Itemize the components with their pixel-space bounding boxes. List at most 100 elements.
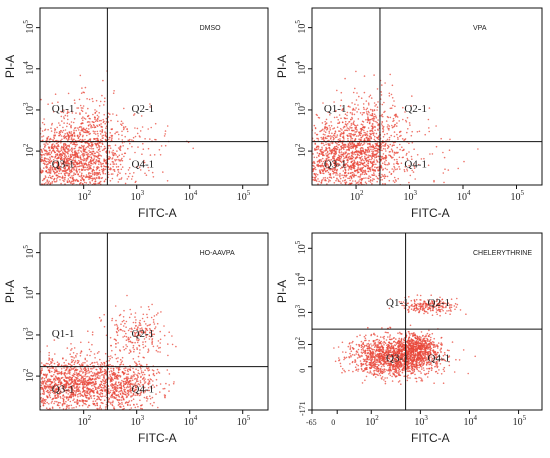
event-point — [322, 133, 325, 136]
event-point — [11, 186, 13, 188]
event-point — [17, 173, 19, 175]
event-point — [406, 170, 409, 172]
event-point — [370, 148, 372, 151]
event-point — [21, 383, 23, 385]
event-point — [66, 157, 69, 160]
event-point — [99, 173, 102, 176]
event-point — [120, 120, 123, 123]
event-point — [102, 172, 105, 175]
event-point — [127, 393, 130, 395]
event-point — [372, 119, 374, 121]
event-point — [316, 145, 318, 148]
event-point — [338, 122, 340, 124]
event-point — [56, 188, 58, 190]
y-tick-exponent: 2 — [22, 143, 30, 147]
event-point — [113, 196, 115, 198]
event-point — [333, 127, 336, 129]
event-point — [275, 154, 277, 156]
event-point — [358, 131, 360, 134]
event-point — [322, 160, 325, 163]
event-point — [15, 171, 17, 173]
event-point — [36, 403, 38, 405]
event-point — [359, 158, 362, 160]
event-point — [322, 188, 324, 190]
event-point — [31, 174, 33, 176]
event-point — [354, 128, 357, 130]
event-point — [353, 186, 355, 188]
event-point — [114, 132, 116, 135]
event-point — [345, 163, 348, 165]
event-point — [63, 134, 66, 137]
event-point — [58, 145, 60, 148]
event-point — [99, 405, 102, 407]
event-point — [345, 151, 348, 153]
event-point — [67, 175, 70, 177]
event-point — [134, 151, 136, 154]
event-point — [402, 106, 404, 109]
event-point — [82, 146, 85, 148]
event-point — [99, 150, 101, 153]
event-point — [327, 165, 330, 168]
event-point — [68, 363, 70, 365]
event-point — [324, 159, 326, 162]
event-point — [56, 164, 59, 167]
event-point — [99, 133, 102, 135]
event-point — [56, 176, 59, 179]
event-point — [82, 107, 84, 109]
event-point — [351, 112, 354, 114]
event-point — [15, 348, 17, 350]
event-point — [74, 155, 76, 157]
event-point — [342, 131, 345, 133]
event-point — [362, 171, 364, 174]
event-point — [364, 171, 367, 174]
event-point — [328, 156, 330, 159]
event-point — [350, 188, 352, 190]
event-point — [97, 207, 99, 209]
event-point — [298, 174, 300, 176]
y-tick-exponent: 2 — [294, 143, 302, 147]
event-point — [71, 175, 73, 177]
event-point — [139, 130, 142, 132]
event-point — [66, 404, 68, 406]
event-point — [32, 407, 34, 409]
event-point — [24, 393, 26, 395]
event-point — [334, 159, 337, 161]
event-point — [134, 185, 136, 187]
event-point — [309, 164, 311, 166]
event-point — [49, 172, 52, 175]
event-point — [11, 155, 13, 157]
event-point — [339, 167, 342, 170]
event-point — [62, 146, 65, 149]
event-point — [372, 117, 375, 120]
event-point — [309, 138, 311, 140]
event-point — [24, 202, 26, 204]
event-point — [53, 131, 56, 134]
event-point — [392, 141, 395, 144]
event-point — [63, 159, 66, 162]
event-point — [121, 134, 123, 137]
event-point — [291, 171, 293, 173]
event-point — [369, 176, 372, 178]
event-point — [85, 131, 88, 134]
event-point — [340, 117, 342, 120]
event-point — [62, 152, 65, 155]
event-point — [338, 130, 340, 132]
event-point — [386, 175, 389, 178]
event-point — [43, 167, 45, 169]
event-point — [99, 384, 101, 387]
event-point — [328, 130, 331, 133]
event-point — [356, 160, 359, 163]
event-point — [71, 187, 73, 189]
event-point — [361, 135, 364, 137]
event-point — [315, 168, 317, 171]
event-point — [60, 168, 62, 171]
event-point — [103, 375, 105, 377]
event-point — [71, 170, 73, 173]
event-point — [101, 137, 104, 139]
event-point — [369, 129, 372, 132]
event-point — [390, 148, 393, 150]
event-point — [90, 125, 92, 128]
event-point — [66, 122, 69, 125]
event-point — [46, 401, 48, 404]
event-point — [65, 383, 68, 386]
